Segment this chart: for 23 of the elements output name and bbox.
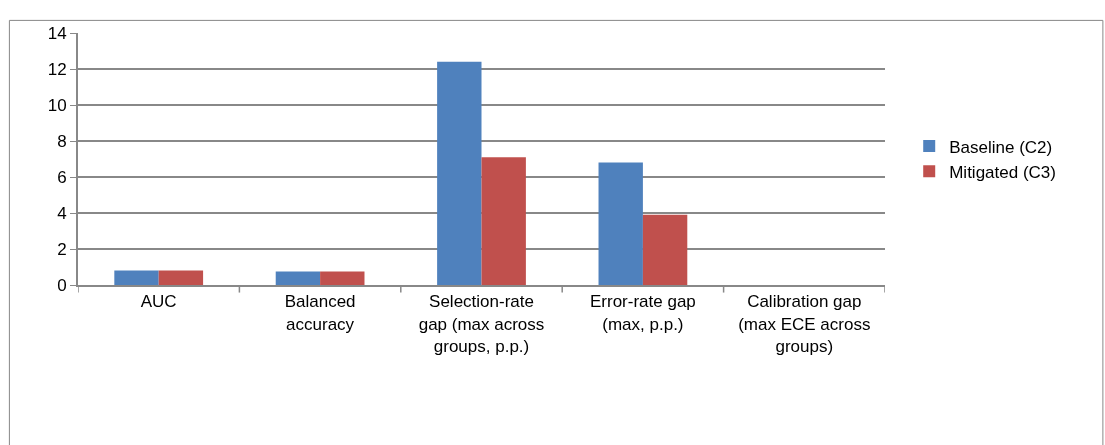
- y-tick-label: 14: [47, 23, 67, 43]
- bar: [642, 214, 688, 285]
- y-tick-label: 10: [47, 95, 67, 115]
- legend-label: Mitigated (C3): [949, 162, 1056, 182]
- x-tick-label: AUC: [140, 292, 177, 312]
- x-tick-label: Balanced accuracy: [284, 292, 356, 334]
- y-tick-label: 0: [57, 275, 67, 295]
- bar: [114, 270, 159, 285]
- y-tick-label: 2: [57, 239, 67, 259]
- bar: [320, 271, 365, 285]
- bar: [158, 270, 204, 285]
- bar: [437, 61, 482, 285]
- x-tick-label: Calibration gap (max ECE across groups): [738, 292, 871, 356]
- y-tick-label: 12: [47, 59, 67, 79]
- bar: [598, 162, 643, 285]
- y-tick-label: 4: [57, 203, 67, 223]
- y-tick-label: 8: [57, 131, 67, 151]
- legend-label: Baseline (C2): [949, 137, 1053, 157]
- x-tick-label: Selection-rate gap (max across groups, p.p.): [418, 292, 545, 356]
- x-tick-label: Error-rate gap (max, p.p.): [589, 292, 696, 334]
- bar: [481, 157, 526, 285]
- bar: [275, 271, 321, 285]
- y-tick-label: 6: [57, 167, 67, 187]
